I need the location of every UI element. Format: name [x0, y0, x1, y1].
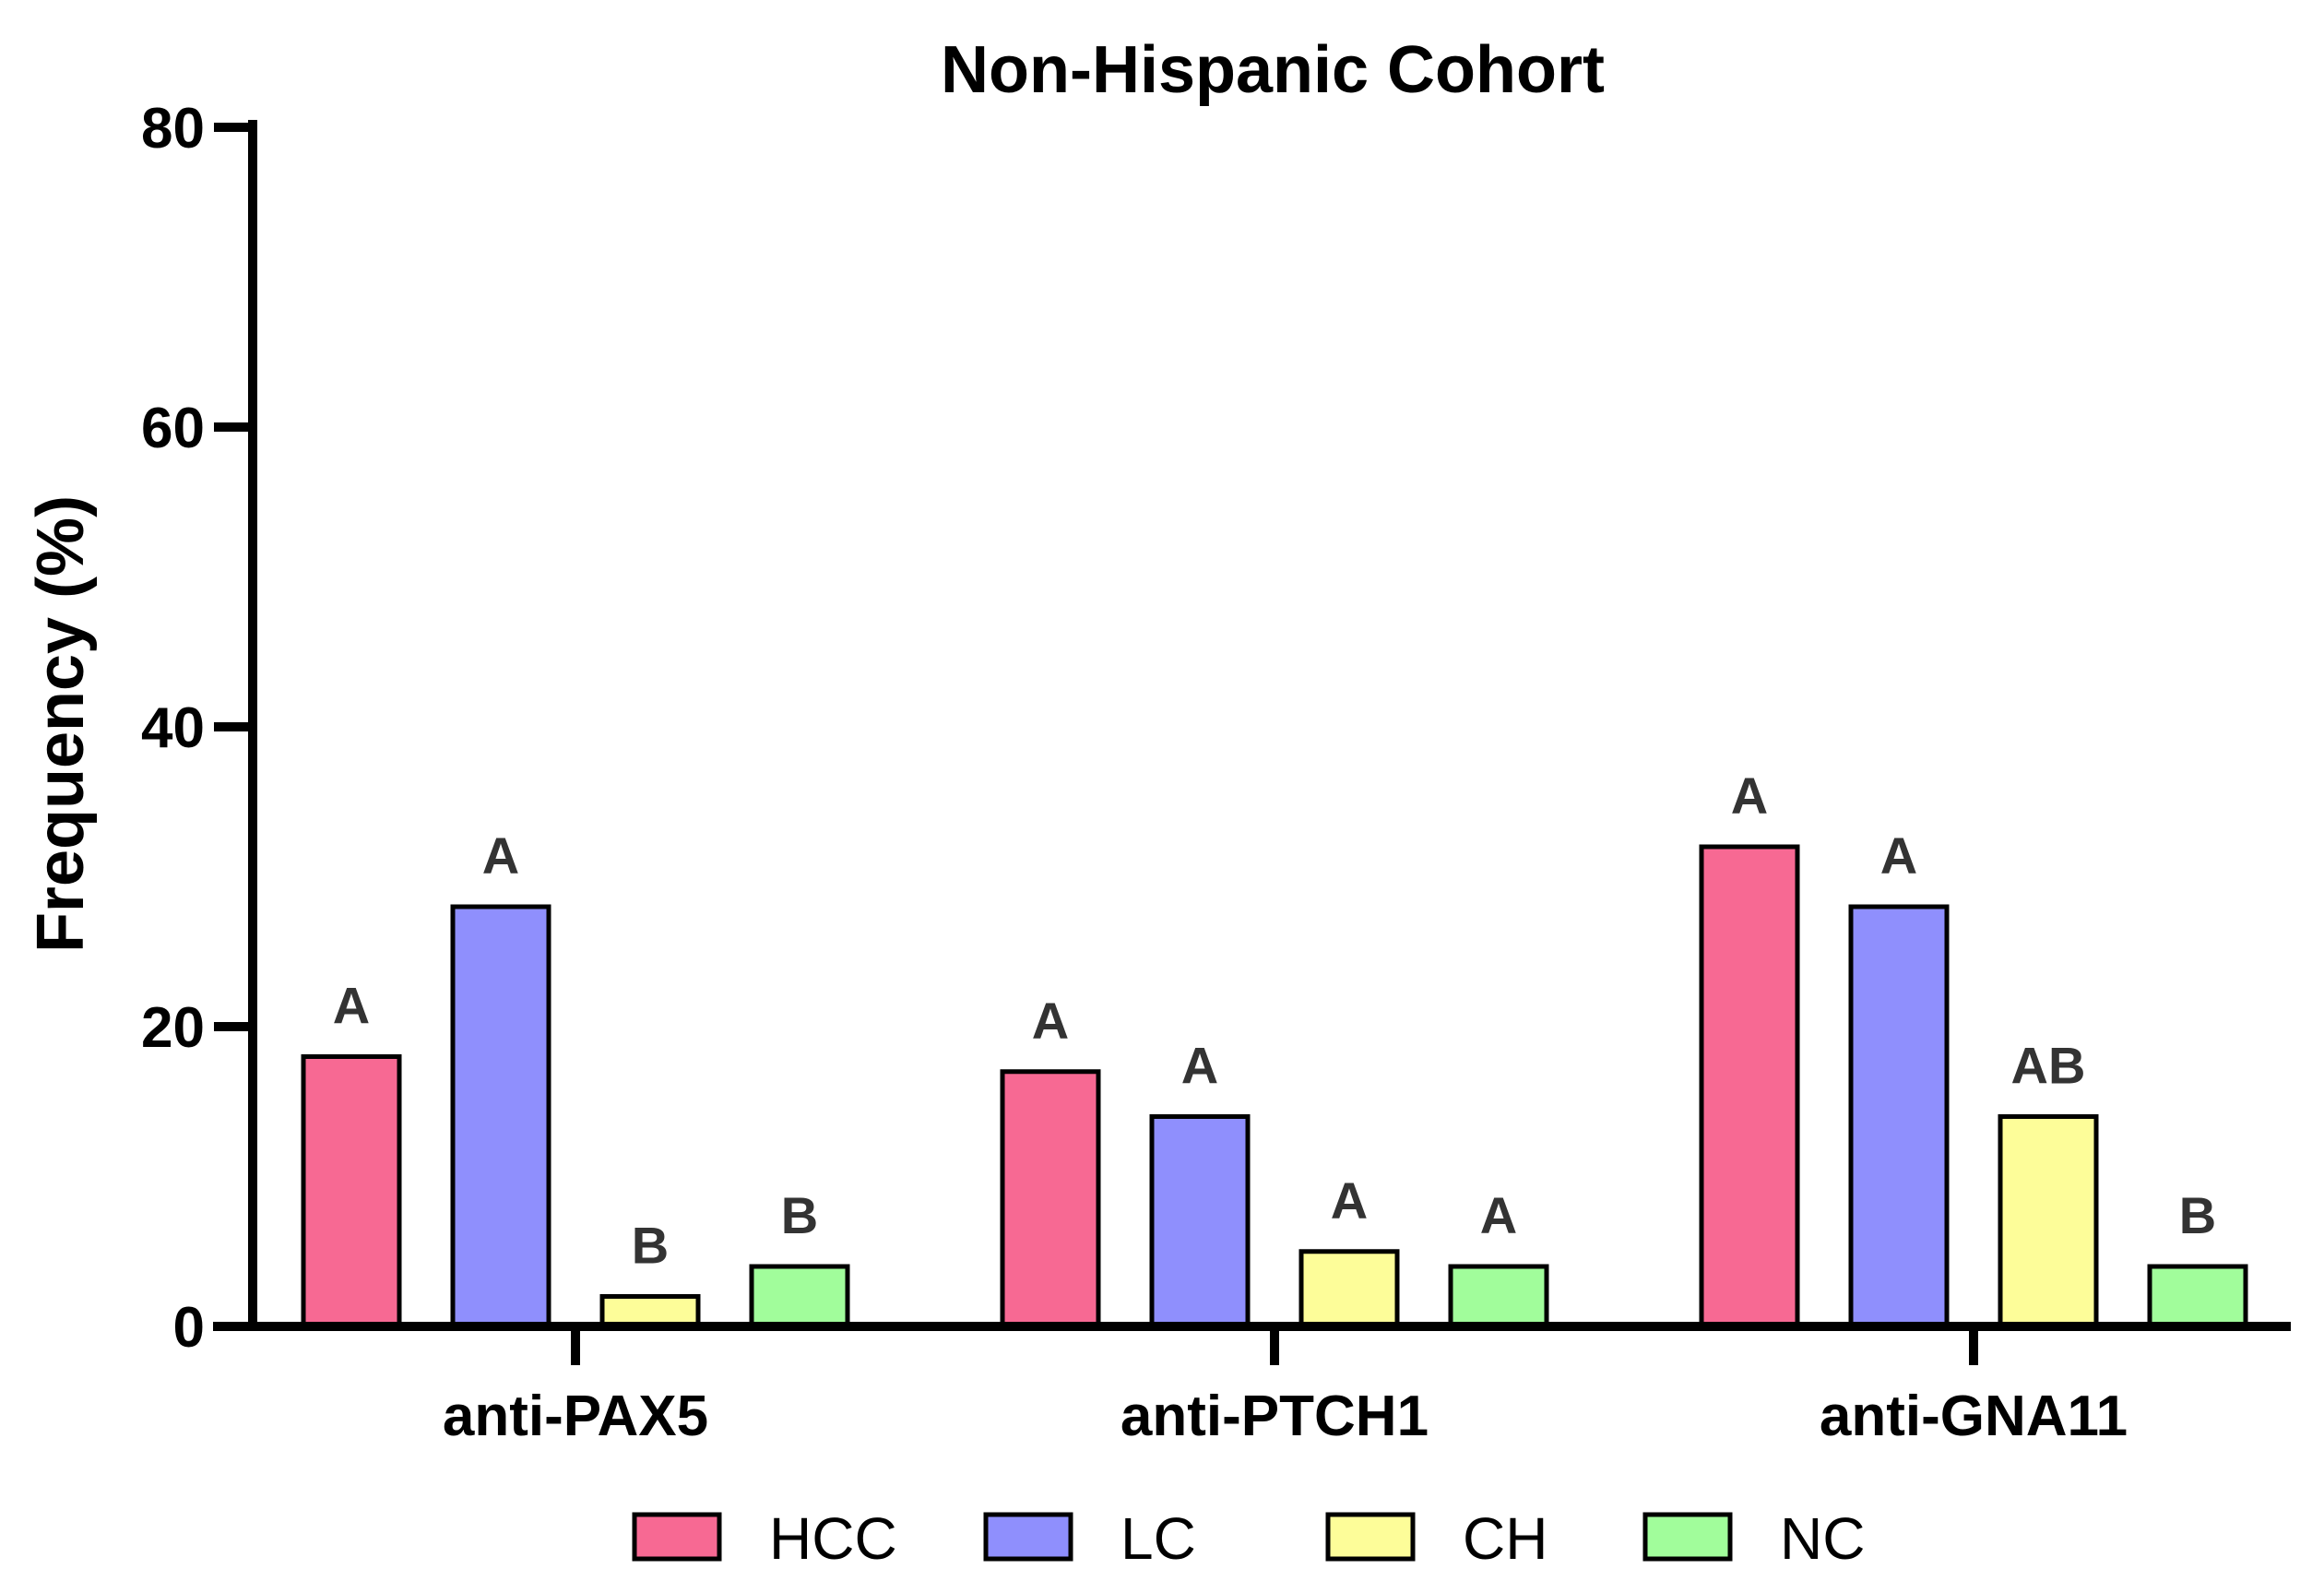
y-axis-title: Frequency (%) [24, 495, 98, 953]
bar-ch-anti-ptch1 [1298, 1249, 1400, 1329]
bar-lc-anti-gna11 [1848, 904, 1950, 1329]
bar-nc-anti-ptch1 [1448, 1264, 1549, 1329]
y-axis-ticks: 0 20 40 60 80 [141, 97, 253, 1360]
significance-label: A [1181, 1037, 1218, 1095]
bar-hcc-anti-ptch1 [1000, 1069, 1101, 1329]
significance-label: AB [2011, 1037, 2086, 1095]
x-category-label: anti-PAX5 [443, 1385, 708, 1448]
x-category-label: anti-GNA11 [1820, 1385, 2128, 1448]
legend-swatch-ch [1325, 1512, 1416, 1562]
legend-swatch-nc [1642, 1512, 1733, 1562]
significance-label: A [1032, 992, 1069, 1050]
y-tick-label: 40 [141, 696, 205, 760]
bar-ch-anti-gna11 [1998, 1114, 2099, 1329]
bar-hcc-anti-gna11 [1699, 844, 1800, 1329]
significance-label: A [333, 977, 370, 1035]
bar-hcc-anti-pax5 [301, 1054, 402, 1329]
significance-label: A [1731, 767, 1768, 825]
significance-label: A [1880, 826, 1917, 885]
bar-nc-anti-pax5 [749, 1264, 850, 1329]
legend-swatch-hcc [632, 1512, 722, 1562]
significance-label: B [781, 1186, 818, 1244]
legend-label-nc: NC [1780, 1505, 1865, 1572]
significance-label: A [482, 826, 519, 885]
legend: HCC LC CH NC [632, 1505, 1865, 1572]
legend-label-hcc: HCC [769, 1505, 897, 1572]
y-tick-label: 20 [141, 996, 205, 1060]
bar-nc-anti-gna11 [2147, 1264, 2248, 1329]
x-category-label: anti-PTCH1 [1120, 1385, 1429, 1448]
significance-label: A [1480, 1186, 1517, 1244]
significance-label: B [2179, 1186, 2216, 1244]
y-tick-label: 60 [141, 397, 205, 460]
y-tick-label: 0 [173, 1296, 205, 1360]
legend-swatch-lc [983, 1512, 1073, 1562]
y-tick-label: 80 [141, 97, 205, 160]
chart-title: Non-Hispanic Cohort [941, 33, 1605, 107]
bar-lc-anti-ptch1 [1149, 1114, 1251, 1329]
significance-label: B [632, 1217, 669, 1275]
significance-label: A [1331, 1171, 1368, 1230]
bar-lc-anti-pax5 [450, 904, 551, 1329]
bars-layer [301, 844, 2248, 1329]
legend-label-lc: LC [1120, 1505, 1196, 1572]
x-axis-ticks: anti-PAX5 anti-PTCH1 anti-GNA11 [443, 1326, 2128, 1448]
bar-ch-anti-pax5 [599, 1294, 701, 1329]
legend-label-ch: CH [1463, 1505, 1547, 1572]
